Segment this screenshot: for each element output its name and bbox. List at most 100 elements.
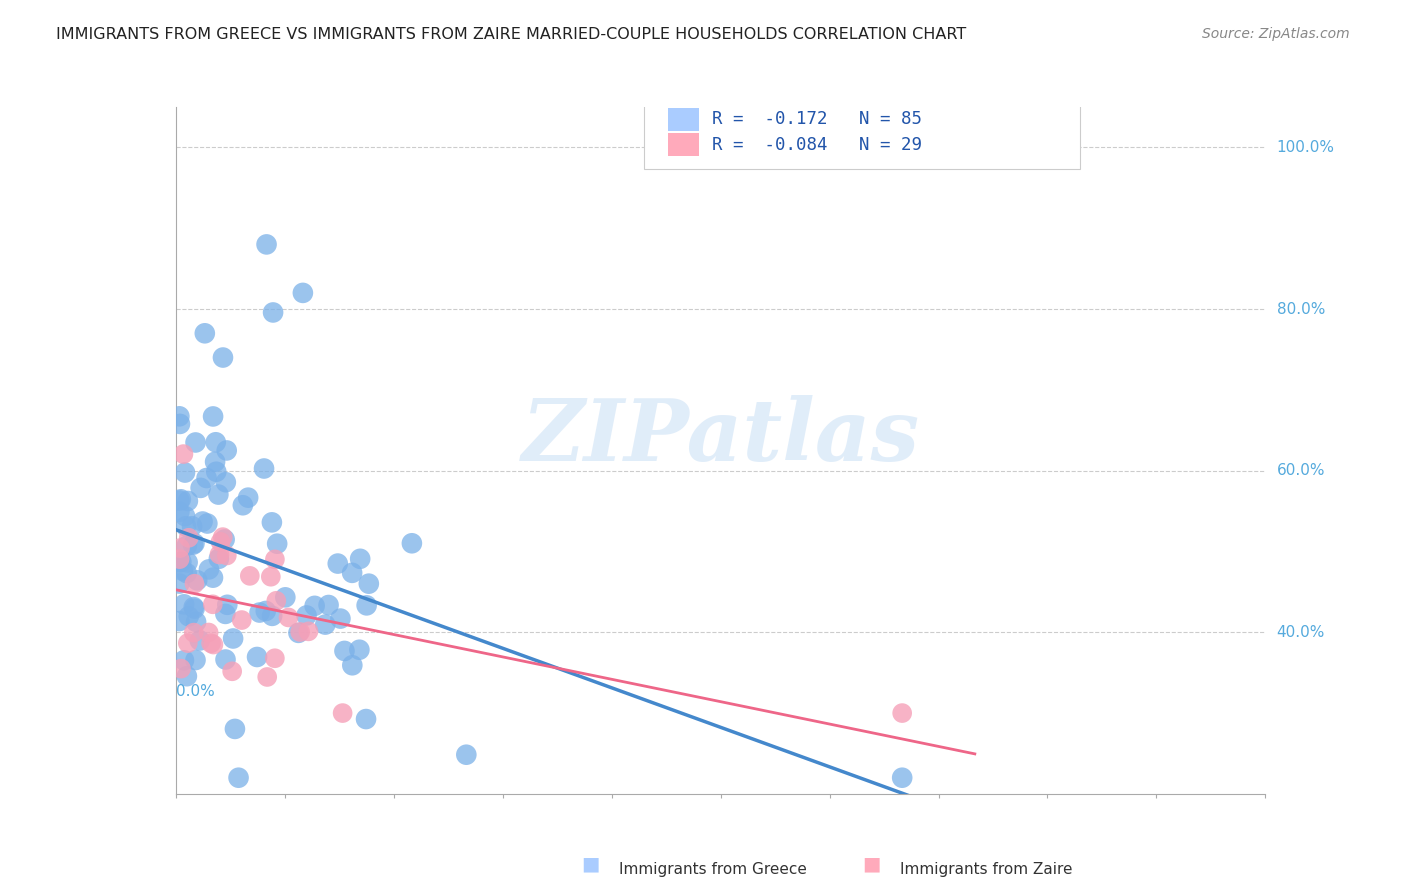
Point — [356, 599, 378, 613]
Point — [456, 747, 478, 762]
Point — [174, 466, 197, 480]
Point — [169, 541, 191, 555]
Point — [214, 533, 236, 547]
Point — [169, 614, 191, 628]
Point — [181, 538, 204, 552]
Point — [262, 608, 284, 623]
Text: 60.0%: 60.0% — [1277, 463, 1324, 478]
Point — [326, 557, 349, 571]
Point — [190, 481, 212, 495]
Point — [205, 465, 228, 479]
Point — [215, 549, 238, 563]
Point — [183, 601, 205, 615]
Point — [329, 611, 352, 625]
Point — [204, 435, 226, 450]
Point — [191, 515, 214, 529]
Point — [177, 531, 200, 545]
Text: R =  -0.084   N = 29: R = -0.084 N = 29 — [711, 136, 922, 153]
Point — [222, 632, 245, 646]
Point — [173, 653, 195, 667]
Point — [357, 576, 380, 591]
Point — [174, 509, 197, 524]
Point — [277, 610, 299, 624]
FancyBboxPatch shape — [644, 96, 1080, 169]
Point — [202, 638, 225, 652]
Point — [183, 625, 205, 640]
Point — [183, 536, 205, 550]
Point — [184, 435, 207, 450]
Point — [264, 552, 287, 566]
Text: Source: ZipAtlas.com: Source: ZipAtlas.com — [1202, 27, 1350, 41]
Point — [208, 551, 231, 566]
Point — [215, 475, 238, 490]
Point — [354, 712, 377, 726]
Text: ■: ■ — [581, 855, 600, 873]
Point — [172, 447, 194, 461]
Point — [207, 487, 229, 501]
Point — [891, 771, 914, 785]
Point — [266, 537, 288, 551]
Point — [232, 498, 254, 512]
Point — [176, 555, 198, 569]
Point — [217, 598, 239, 612]
Point — [274, 591, 297, 605]
Point — [200, 636, 222, 650]
Point — [314, 617, 336, 632]
Point — [169, 417, 191, 431]
Point — [295, 608, 318, 623]
Point — [287, 625, 309, 640]
Point — [291, 285, 314, 300]
Point — [170, 492, 193, 507]
Point — [177, 636, 200, 650]
Point — [256, 237, 278, 252]
Point — [212, 351, 235, 365]
Point — [238, 491, 260, 505]
Point — [246, 650, 269, 665]
Point — [177, 494, 200, 508]
Point — [183, 600, 205, 615]
Point — [169, 552, 191, 566]
Point — [172, 564, 194, 578]
Text: 80.0%: 80.0% — [1277, 301, 1324, 317]
Point — [253, 461, 276, 475]
Point — [202, 409, 225, 424]
Point — [169, 555, 191, 569]
Point — [209, 534, 232, 549]
Point — [263, 651, 285, 665]
Point — [194, 326, 217, 341]
Point — [249, 606, 271, 620]
Point — [318, 598, 340, 612]
Point — [260, 516, 283, 530]
Point — [340, 566, 363, 580]
Point — [231, 613, 253, 627]
Point — [176, 669, 198, 683]
Point — [169, 505, 191, 519]
Point — [332, 706, 354, 720]
Point — [304, 599, 326, 613]
Point — [204, 455, 226, 469]
Text: 0.0%: 0.0% — [176, 684, 215, 699]
FancyBboxPatch shape — [668, 109, 699, 131]
Point — [256, 670, 278, 684]
Point — [333, 644, 356, 658]
Point — [183, 576, 205, 591]
Point — [177, 609, 200, 624]
Point — [195, 471, 218, 485]
Point — [170, 555, 193, 569]
Point — [169, 409, 191, 424]
Point — [215, 443, 238, 458]
Point — [176, 539, 198, 553]
Point — [214, 652, 236, 666]
Point — [169, 493, 191, 508]
Point — [342, 658, 364, 673]
Text: 40.0%: 40.0% — [1277, 624, 1324, 640]
Text: 100.0%: 100.0% — [1277, 140, 1334, 155]
Point — [266, 594, 288, 608]
Point — [254, 604, 277, 618]
Point — [184, 615, 207, 629]
Text: ZIPatlas: ZIPatlas — [522, 395, 920, 478]
Point — [349, 642, 371, 657]
FancyBboxPatch shape — [668, 133, 699, 156]
Point — [188, 633, 211, 648]
Point — [239, 569, 262, 583]
